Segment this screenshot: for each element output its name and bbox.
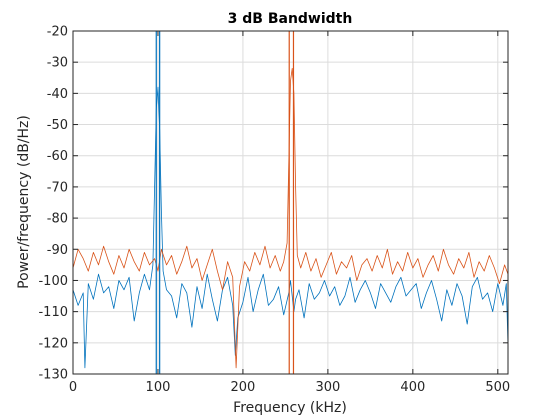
chart-title: 3 dB Bandwidth — [228, 11, 353, 27]
x-tick-label: 100 — [146, 380, 171, 395]
axes-box — [72, 30, 509, 375]
axes: 0 100 200 300 400 500 -20 -30 -40 -50 -60 -70 -80 -90… — [38, 25, 510, 396]
x-axis-label: Frequency (kHz) — [233, 400, 347, 416]
y-tick-label: -20 — [47, 25, 68, 40]
y-tick-label: -110 — [38, 305, 68, 320]
y-tick-label: -130 — [38, 368, 68, 383]
y-axis-label: Power/frequency (dB/Hz) — [16, 115, 32, 289]
y-tick-label: -70 — [47, 180, 68, 195]
plot-area — [73, 31, 508, 374]
y-tick-label: -100 — [38, 274, 68, 289]
y-tick-label: -30 — [47, 56, 68, 71]
y-tick-label: -40 — [47, 87, 68, 102]
y-tick-label: -50 — [47, 118, 68, 133]
y-tick-label: -80 — [47, 212, 68, 227]
plot-clipped — [73, 31, 508, 374]
y-tick-label: -60 — [47, 149, 68, 164]
series-line-1 — [73, 86, 508, 369]
x-tick-label: 200 — [231, 380, 256, 395]
x-tick-label: 300 — [315, 380, 340, 395]
x-tick-label: 400 — [400, 380, 425, 395]
x-tick-label: 0 — [69, 380, 77, 395]
series-line-2 — [73, 68, 508, 369]
y-tick-label: -120 — [38, 336, 68, 351]
y-tick-label: -90 — [47, 243, 68, 258]
x-tick-label: 500 — [485, 380, 510, 395]
